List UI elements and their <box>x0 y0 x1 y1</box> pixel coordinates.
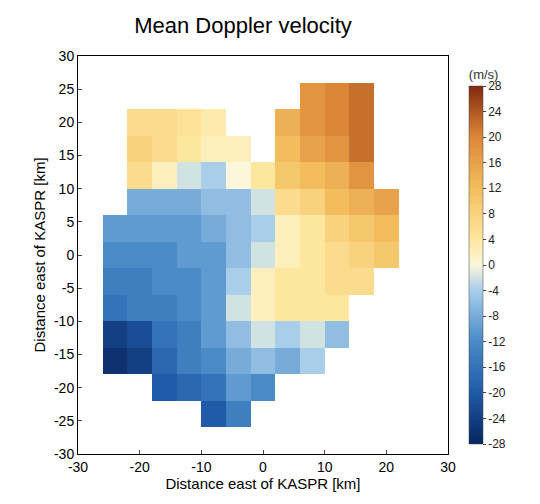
svg-text:-24: -24 <box>488 412 506 426</box>
svg-text:12: 12 <box>488 181 502 195</box>
svg-text:20: 20 <box>488 130 502 144</box>
svg-text:-10: -10 <box>54 313 74 329</box>
svg-text:-25: -25 <box>54 413 74 429</box>
svg-text:-12: -12 <box>488 335 506 349</box>
svg-text:8: 8 <box>488 207 495 221</box>
svg-text:-15: -15 <box>54 346 74 362</box>
svg-text:20: 20 <box>379 459 395 475</box>
svg-text:-4: -4 <box>488 284 499 298</box>
svg-text:Mean Doppler velocity: Mean Doppler velocity <box>134 13 352 38</box>
svg-text:20: 20 <box>59 114 75 130</box>
svg-text:25: 25 <box>59 81 75 97</box>
svg-text:-20: -20 <box>54 380 74 396</box>
svg-text:10: 10 <box>59 181 75 197</box>
svg-text:28: 28 <box>488 79 502 93</box>
svg-text:-28: -28 <box>488 437 506 451</box>
svg-text:-20: -20 <box>488 386 506 400</box>
svg-text:0: 0 <box>488 258 495 272</box>
svg-text:16: 16 <box>488 156 502 170</box>
svg-text:-8: -8 <box>488 309 499 323</box>
svg-text:5: 5 <box>66 214 74 230</box>
svg-text:-20: -20 <box>130 459 150 475</box>
svg-text:-30: -30 <box>68 459 88 475</box>
svg-text:-30: -30 <box>54 446 74 462</box>
svg-text:15: 15 <box>59 147 75 163</box>
svg-text:24: 24 <box>488 105 502 119</box>
svg-text:-16: -16 <box>488 360 506 374</box>
svg-text:0: 0 <box>259 459 267 475</box>
svg-text:10: 10 <box>317 459 333 475</box>
svg-text:Distance east of KASPR [km]: Distance east of KASPR [km] <box>31 157 48 352</box>
svg-text:0: 0 <box>66 247 74 263</box>
svg-text:30: 30 <box>440 459 456 475</box>
svg-text:(m/s): (m/s) <box>469 67 499 82</box>
svg-text:-10: -10 <box>191 459 211 475</box>
svg-text:4: 4 <box>488 233 495 247</box>
svg-text:Distance east of KASPR [km]: Distance east of KASPR [km] <box>165 475 360 492</box>
svg-text:30: 30 <box>59 48 75 64</box>
svg-text:-5: -5 <box>62 280 75 296</box>
